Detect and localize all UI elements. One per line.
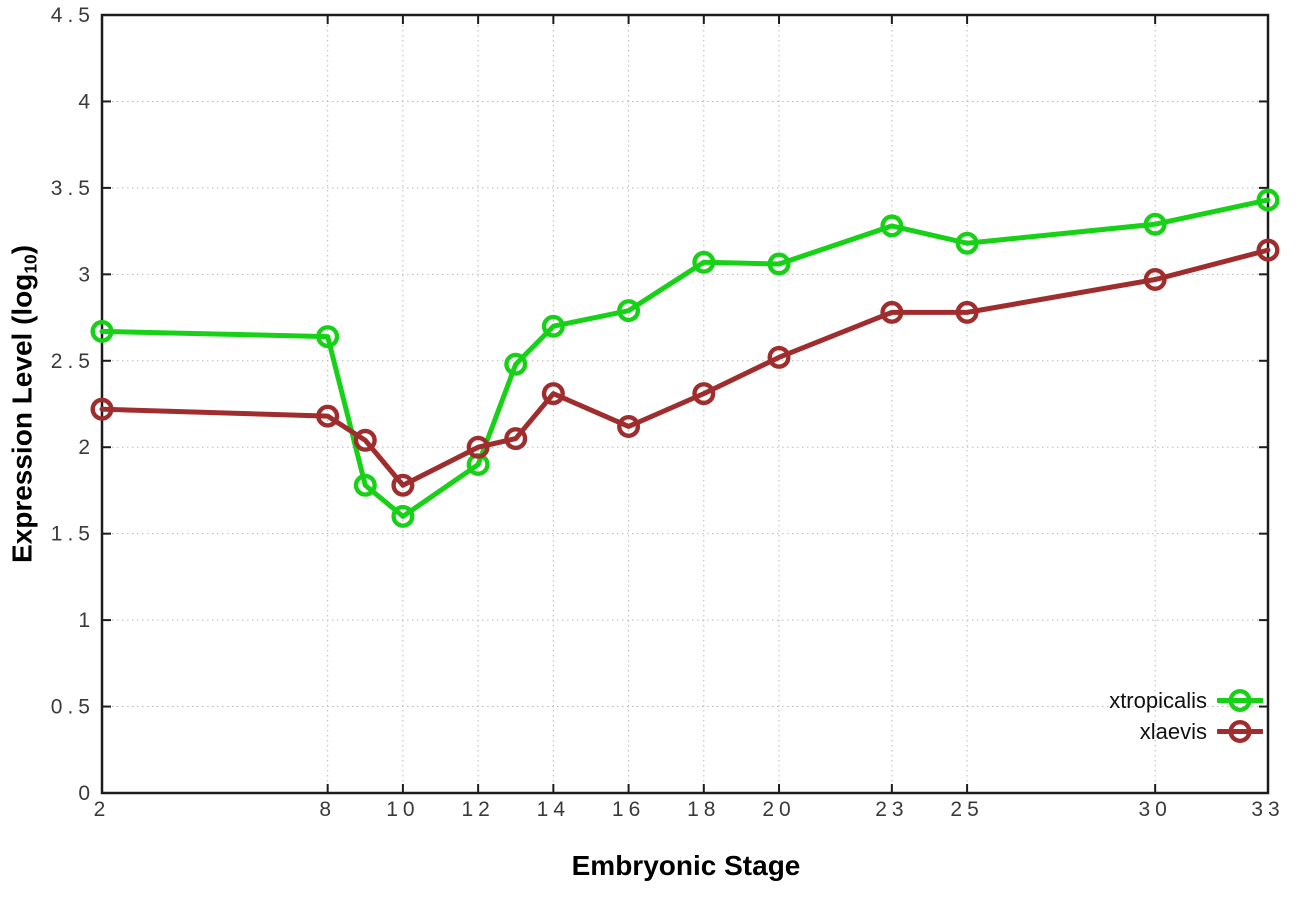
y-tick-label: 4	[78, 90, 95, 113]
x-tick-label: 10	[386, 798, 419, 821]
data-point-xlaevis	[353, 428, 377, 452]
data-point-xlaevis	[692, 382, 716, 406]
data-point-xlaevis	[617, 414, 641, 438]
x-tick-label: 18	[687, 798, 720, 821]
series-line-xlaevis	[99, 247, 1271, 488]
data-point-xtropicalis	[90, 319, 114, 343]
data-point-xtropicalis	[1143, 212, 1167, 236]
x-tick-label: 20	[762, 798, 795, 821]
data-point-xlaevis	[955, 300, 979, 324]
x-tick-label: 14	[537, 798, 570, 821]
y-tick-label: 4.5	[51, 4, 95, 27]
data-point-xlaevis	[1143, 268, 1167, 292]
data-point-xlaevis	[541, 382, 565, 406]
y-tick-label: 0.5	[51, 696, 95, 719]
data-point-xtropicalis	[880, 214, 904, 238]
data-point-xlaevis	[880, 300, 904, 324]
y-tick-label: 1	[78, 609, 95, 632]
data-point-xtropicalis	[504, 352, 528, 376]
legend-label-xtropicalis: xtropicalis	[1109, 687, 1207, 713]
legend-marker-xtropicalis-icon	[1217, 688, 1263, 713]
y-tick-label: 3.5	[51, 177, 95, 200]
data-point-xtropicalis	[617, 299, 641, 323]
data-point-xlaevis	[1256, 238, 1280, 262]
y-tick-label: 2	[78, 436, 95, 459]
data-point-xlaevis	[466, 435, 490, 459]
legend-marker-xlaevis-icon	[1217, 719, 1263, 744]
data-point-xtropicalis	[955, 231, 979, 255]
y-axis-title-text: Expression Level (log	[6, 273, 38, 564]
x-tick-label: 12	[461, 798, 494, 821]
data-point-xlaevis	[90, 397, 114, 421]
data-point-xtropicalis	[767, 252, 791, 276]
data-point-xlaevis	[316, 404, 340, 428]
data-point-xtropicalis	[316, 325, 340, 349]
data-point-xlaevis	[391, 473, 415, 497]
legend: xtropicalis xlaevis	[1109, 685, 1263, 747]
legend-item-xtropicalis: xtropicalis	[1109, 685, 1263, 716]
x-tick-label: 2	[94, 798, 111, 821]
data-point-xtropicalis	[1256, 188, 1280, 212]
x-tick-label: 25	[950, 798, 983, 821]
x-tick-label: 8	[319, 798, 336, 821]
x-tick-label: 33	[1251, 798, 1284, 821]
plot-border	[100, 13, 1270, 795]
y-tick-label: 1.5	[51, 523, 95, 546]
data-point-xtropicalis	[353, 473, 377, 497]
series-line-xtropicalis	[99, 197, 1271, 519]
data-point-xlaevis	[504, 427, 528, 451]
data-point-xtropicalis	[541, 314, 565, 338]
data-point-xlaevis	[767, 345, 791, 369]
y-axis-title-close: )	[6, 244, 38, 255]
x-tick-label: 30	[1138, 798, 1171, 821]
y-tick-label: 2.5	[51, 350, 95, 373]
x-axis-title: Embryonic Stage	[571, 850, 801, 881]
x-tick-label: 23	[875, 798, 908, 821]
y-axis-title-subscript: 10	[20, 254, 41, 274]
y-tick-label: 3	[78, 263, 95, 286]
x-tick-label: 16	[612, 798, 645, 821]
data-point-xtropicalis	[391, 504, 415, 528]
legend-label-xlaevis: xlaevis	[1139, 718, 1207, 744]
y-axis-title: Expression Level (log10)	[7, 245, 42, 563]
y-tick-label: 0	[78, 782, 95, 805]
data-point-xtropicalis	[692, 250, 716, 274]
legend-item-xlaevis: xlaevis	[1109, 716, 1263, 747]
